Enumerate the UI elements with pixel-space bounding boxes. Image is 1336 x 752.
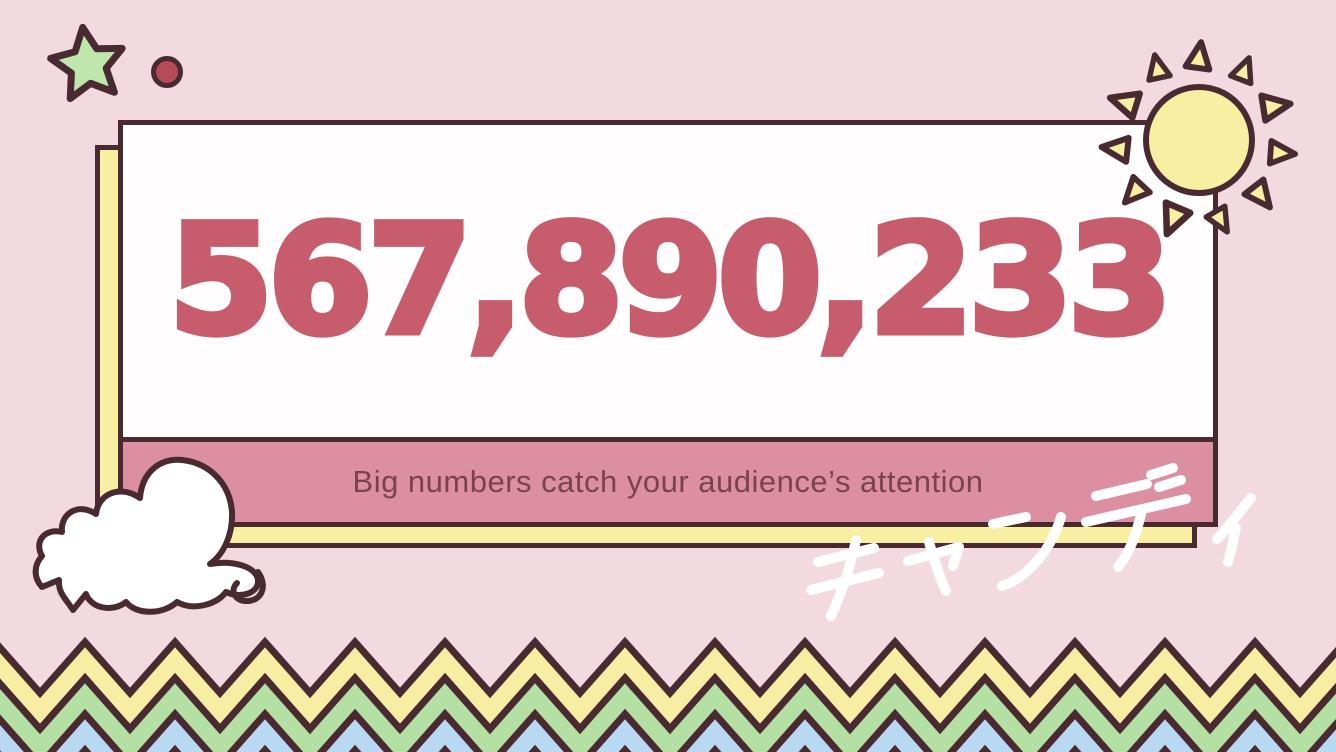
caption-banner: Big numbers catch your audience’s attent… bbox=[123, 437, 1213, 522]
number-area: 567,890,233 bbox=[123, 125, 1213, 437]
sun-icon bbox=[1098, 39, 1299, 238]
zigzag-border-pattern bbox=[0, 636, 1336, 752]
dot-icon bbox=[151, 56, 183, 88]
big-number-card: 567,890,233 Big numbers catch your audie… bbox=[118, 120, 1218, 527]
cloud-icon bbox=[32, 456, 266, 615]
star-icon bbox=[47, 23, 126, 103]
caption-text: Big numbers catch your audience’s attent… bbox=[352, 464, 984, 499]
handwritten-candy-text bbox=[806, 463, 1256, 621]
big-number: 567,890,233 bbox=[165, 194, 1175, 368]
